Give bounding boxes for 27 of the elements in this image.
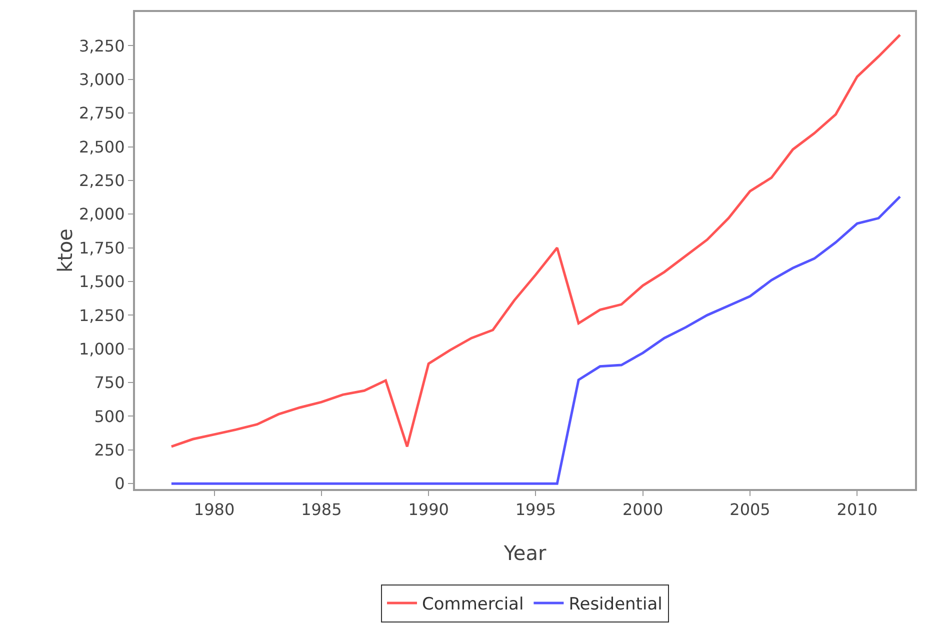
- y-tick-label: 1,750: [78, 238, 125, 258]
- line-series: [170, 195, 902, 485]
- y-tick-label: 2,750: [78, 104, 125, 123]
- x-tick-label: 1995: [515, 500, 556, 520]
- x-tick-label: 2005: [730, 500, 770, 520]
- y-tick-label: 2,500: [78, 137, 125, 156]
- y-tick-label: 750: [94, 373, 125, 392]
- y-tick-label: 1,250: [78, 306, 125, 325]
- y-tick-label: 3,000: [78, 70, 125, 89]
- legend-label: Commercial: [422, 594, 524, 615]
- y-tick-label: 0: [114, 474, 125, 494]
- legend-label: Residential: [568, 594, 662, 615]
- y-tick-label: 2,250: [78, 171, 125, 190]
- x-tick-label: 1990: [408, 500, 449, 520]
- y-tick-label: 3,250: [78, 36, 125, 56]
- x-tick-label: 2000: [622, 500, 664, 520]
- line-series: [170, 34, 902, 448]
- x-tick-label: 1985: [301, 500, 342, 520]
- x-axis-title: Year: [502, 541, 547, 565]
- x-tick-label: 2010: [836, 500, 878, 520]
- y-tick-label: 250: [94, 440, 125, 460]
- y-tick-label: 1,500: [78, 272, 125, 292]
- y-tick-label: 2,000: [78, 204, 125, 224]
- x-tick-label: 1980: [194, 500, 235, 520]
- y-axis-title: ktoe: [52, 228, 77, 272]
- y-tick-label: 1,000: [78, 339, 125, 358]
- y-tick-label: 500: [94, 406, 125, 426]
